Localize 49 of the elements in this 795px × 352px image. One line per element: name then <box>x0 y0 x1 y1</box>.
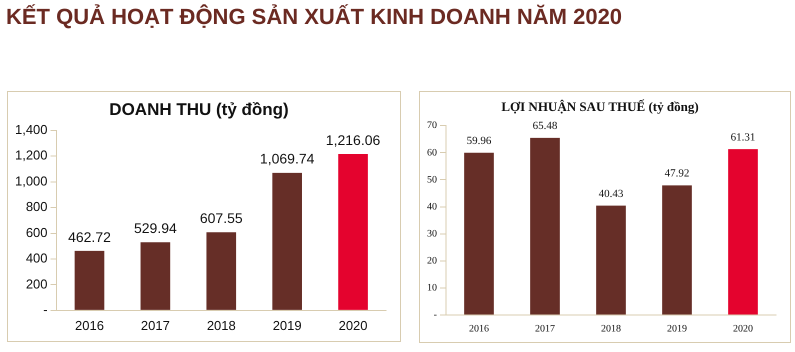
x-tick-label: 2016 <box>469 324 489 335</box>
bar <box>596 206 626 314</box>
y-tick-label: 200 <box>26 276 48 292</box>
bar <box>74 250 104 310</box>
y-tick-label: 1,400 <box>14 122 48 137</box>
x-tick-label: 2020 <box>733 324 753 335</box>
chart-title: DOANH THU (tỷ đồng) <box>109 100 289 119</box>
data-label: 1,069.74 <box>260 150 315 167</box>
data-label: 59.96 <box>466 135 492 148</box>
y-tick-label: - <box>43 302 48 317</box>
chart-title: LỢI NHUẬN SAU THUẾ (tỷ đồng) <box>501 99 699 114</box>
x-tick-label: 2017 <box>140 318 170 333</box>
y-tick-label: 1,200 <box>14 148 48 163</box>
y-tick-label: 40 <box>427 201 437 212</box>
x-tick-label: 2017 <box>535 324 555 335</box>
y-tick-label: 30 <box>427 228 437 240</box>
y-tick-label: 60 <box>427 147 437 158</box>
bar <box>662 185 692 314</box>
y-tick-label: 400 <box>26 250 48 266</box>
y-tick-label: 20 <box>427 256 437 267</box>
data-label: 529.94 <box>134 220 177 236</box>
bar <box>338 154 368 310</box>
y-tick-label: 800 <box>26 199 48 214</box>
y-tick-label: 600 <box>26 224 48 240</box>
bar <box>464 152 494 314</box>
bar <box>728 149 758 314</box>
bar <box>530 138 560 314</box>
data-label: 61.31 <box>730 132 756 144</box>
data-label: 1,216.06 <box>326 132 381 148</box>
x-tick-label: 2019 <box>272 318 302 333</box>
bar <box>140 242 170 310</box>
x-tick-label: 2019 <box>667 324 687 335</box>
bar <box>206 232 236 310</box>
data-label: 47.92 <box>664 168 690 180</box>
data-label: 40.43 <box>598 188 624 200</box>
x-tick-label: 2018 <box>601 324 621 335</box>
x-tick-label: 2020 <box>338 318 368 333</box>
x-tick-label: 2018 <box>206 318 236 333</box>
y-tick-label: - <box>434 310 437 321</box>
data-label: 65.48 <box>532 120 558 132</box>
x-tick-label: 2016 <box>75 318 104 333</box>
text: KẾT QUẢ HOẠT ĐỘNG SẢN XUẤT KINH DOANH NĂM 2020 <box>6 4 622 30</box>
y-tick-label: 1,000 <box>14 173 48 188</box>
data-label: 462.72 <box>68 228 112 245</box>
bar <box>272 172 302 310</box>
data-label: 607.55 <box>200 210 243 226</box>
y-tick-label: 10 <box>427 282 437 294</box>
y-tick-label: 50 <box>427 174 437 186</box>
y-tick-label: 70 <box>427 120 437 132</box>
